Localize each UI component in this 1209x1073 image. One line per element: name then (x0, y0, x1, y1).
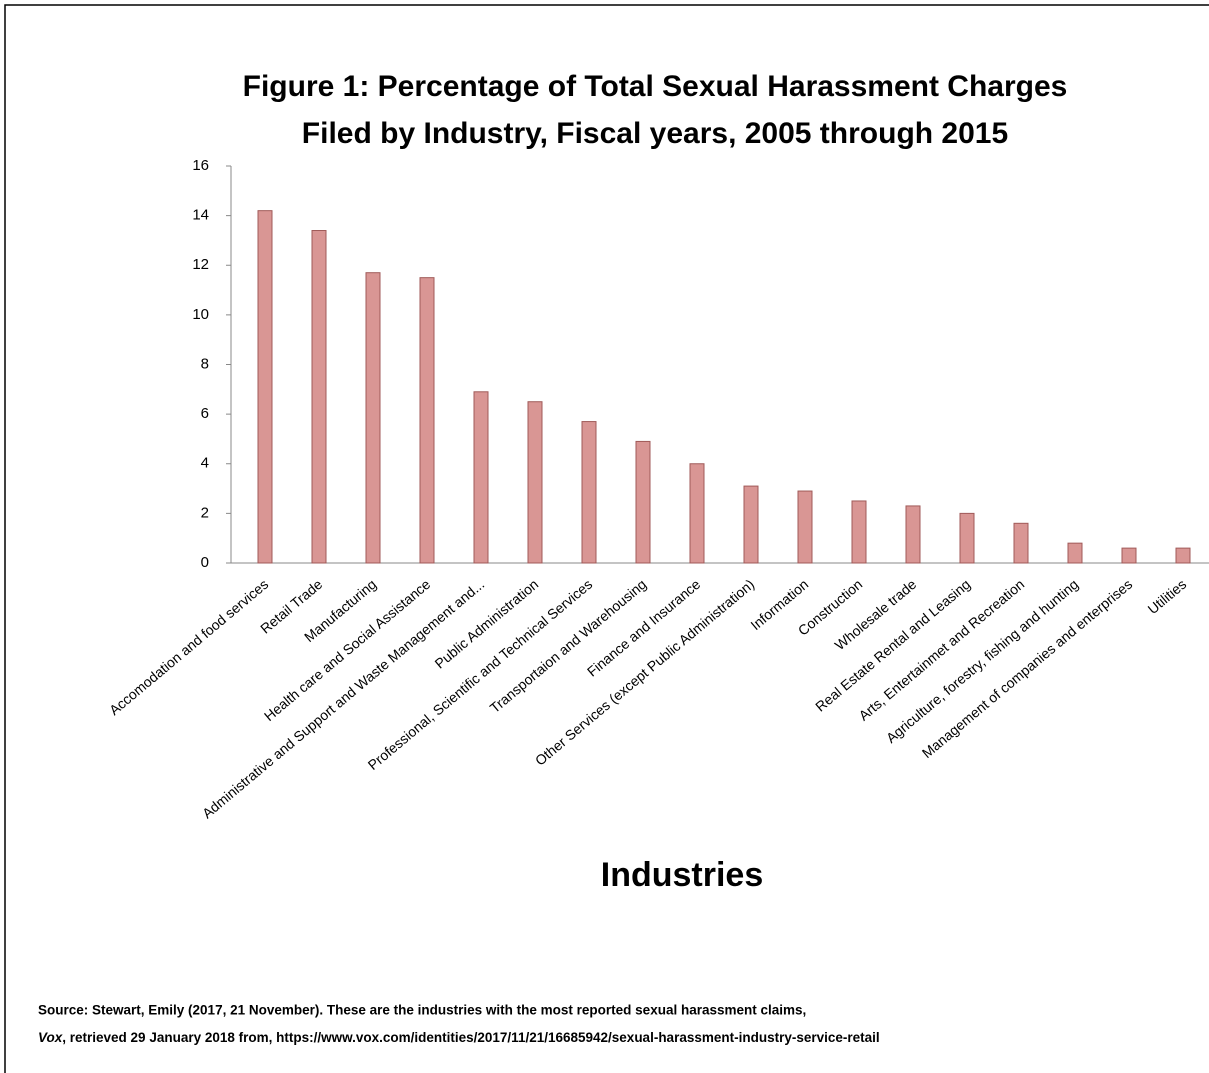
bar (689, 463, 705, 564)
bar (527, 401, 543, 564)
y-tick-label: 6 (201, 405, 209, 422)
y-tick-label: 4 (201, 455, 209, 472)
bar (905, 505, 921, 564)
y-tick-label: 10 (192, 306, 209, 323)
bar (851, 500, 867, 564)
bar (635, 440, 651, 564)
bar (581, 421, 597, 564)
bar (1121, 547, 1137, 564)
source-text: , retrieved 29 January 2018 from, https:… (62, 1030, 879, 1045)
y-tick-label: 8 (201, 355, 209, 372)
bar (365, 272, 381, 564)
bar (1067, 542, 1083, 564)
bar (959, 512, 975, 564)
bar (419, 277, 435, 564)
chart-title: Filed by Industry, Fiscal years, 2005 th… (302, 117, 1008, 150)
x-axis-label: Industries (601, 856, 763, 894)
source-text: Source: Stewart, Emily (2017, 21 Novembe… (38, 1003, 806, 1018)
bar (473, 391, 489, 564)
bar (797, 490, 813, 564)
source-text: Vox, retrieved 29 January 2018 from, htt… (38, 1030, 880, 1045)
y-tick-label: 16 (192, 157, 209, 174)
bar (743, 485, 759, 564)
y-tick-label: 0 (201, 554, 209, 571)
bar (1013, 522, 1029, 564)
y-tick-label: 14 (192, 207, 209, 224)
bar (1175, 547, 1191, 564)
frame (4, 4, 1209, 1073)
source-italic: Vox (38, 1030, 63, 1045)
y-tick-label: 12 (192, 256, 209, 273)
chart-title: Figure 1: Percentage of Total Sexual Har… (243, 70, 1068, 103)
bar (257, 210, 273, 564)
bar (311, 230, 327, 564)
y-tick-label: 2 (201, 504, 209, 521)
